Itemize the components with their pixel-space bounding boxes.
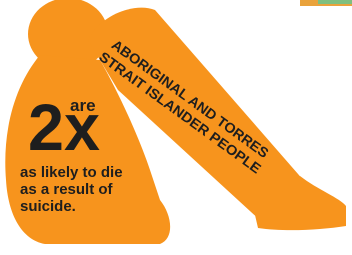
multiplier-suffix: are: [70, 96, 96, 115]
tab-green: [318, 0, 352, 4]
caption-line: as likely to die: [20, 164, 123, 181]
caption-line: suicide.: [20, 198, 76, 215]
caption-line: as a result of: [20, 181, 114, 198]
corner-tab: [300, 0, 352, 6]
infographic: ABORIGINAL AND TORRES STRAIT ISLANDER PE…: [0, 0, 352, 255]
